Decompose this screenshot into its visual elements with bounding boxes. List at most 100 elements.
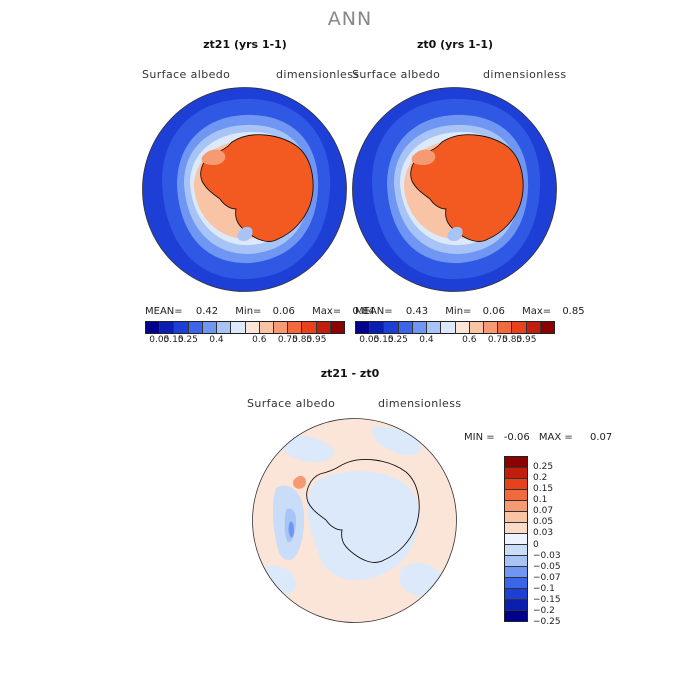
polar-map-zt0 <box>352 87 557 292</box>
panel2-stats: MEAN= 0.43 Min= 0.06 Max= 0.85 <box>355 306 585 317</box>
colorbar-tick-label: −0.15 <box>533 594 561 605</box>
colorbar-tick-label: 0.6 <box>462 335 477 345</box>
panel1-colorbar <box>145 321 345 334</box>
panel1-min-label: Min= <box>235 306 262 317</box>
panel2-mean-label: MEAN= <box>355 306 393 317</box>
colorbar-swatch <box>483 322 499 333</box>
panel2-title: zt0 (yrs 1-1) <box>416 38 494 51</box>
colorbar-tick-label: 0.85 <box>502 335 523 345</box>
colorbar-swatch <box>174 322 189 333</box>
colorbar-swatch <box>505 611 527 621</box>
panel1-variable-label: Surface albedo <box>142 68 231 81</box>
panel1-min-value: 0.06 <box>272 306 295 317</box>
colorbar-swatch <box>273 322 289 333</box>
colorbar-tick-label: −0.1 <box>533 583 555 594</box>
colorbar-tick-label: 0.05 <box>533 517 554 528</box>
colorbar-swatch <box>505 589 527 600</box>
colorbar-tick-label: −0.07 <box>533 572 561 583</box>
colorbar-tick-label: 0.07 <box>533 506 554 517</box>
panel2-units-label: dimensionless <box>483 68 567 81</box>
panel1-units-label: dimensionless <box>276 68 360 81</box>
panel1-stats: MEAN= 0.42 Min= 0.06 Max= 0.84 <box>145 306 375 317</box>
panel1-mean-label: MEAN= <box>145 306 183 317</box>
colorbar-swatch <box>356 322 371 333</box>
colorbar-tick-label: −0.2 <box>533 605 555 616</box>
colorbar-tick-label: 0.75 <box>277 335 298 345</box>
colorbar-swatch <box>505 556 527 567</box>
panel2-colorbar-ticks: 0.05 0.15 0.25 0.4 0.6 0.75 0.85 0.95 <box>355 335 553 347</box>
colorbar-tick-label: −0.25 <box>533 617 561 627</box>
colorbar-tick-label: 0.75 <box>487 335 508 345</box>
colorbar-swatch <box>505 523 527 534</box>
panel3-min-label: MIN = <box>464 432 495 443</box>
panel3-max-label: MAX = <box>538 432 573 443</box>
panel2-variable-label: Surface albedo <box>352 68 441 81</box>
colorbar-swatch <box>505 512 527 523</box>
colorbar-swatch <box>505 457 527 468</box>
panel3-variable-label: Surface albedo <box>247 397 336 410</box>
colorbar-swatch <box>245 322 260 333</box>
colorbar-tick-label: 0.05 <box>149 335 170 345</box>
colorbar-swatch <box>505 468 527 479</box>
colorbar-swatch <box>505 578 527 589</box>
colorbar-swatch <box>370 322 385 333</box>
panel1-mean-value: 0.42 <box>195 306 219 317</box>
difference-colorbar-ticks: 0.25 0.2 0.15 0.1 0.07 0.05 0.03 0 −0.03 −0.05 −0.… <box>533 456 593 627</box>
colorbar-swatch <box>217 322 232 333</box>
colorbar-tick-label: 0.03 <box>533 528 554 539</box>
panel3-stats: MIN = -0.06 MAX = 0.07 <box>464 432 612 443</box>
panel2-mean-value: 0.43 <box>405 306 429 317</box>
colorbar-swatch <box>469 322 484 333</box>
colorbar-swatch <box>188 322 203 333</box>
colorbar-swatch <box>505 545 527 556</box>
panel2-min-value: 0.06 <box>482 306 505 317</box>
panel3-min-value: -0.06 <box>503 432 530 443</box>
panel1-max-value: 0.84 <box>352 306 375 317</box>
colorbar-tick-label: −0.03 <box>533 550 561 561</box>
colorbar-swatch <box>384 322 399 333</box>
colorbar-swatch <box>302 322 317 333</box>
colorbar-swatch <box>202 322 218 333</box>
colorbar-swatch <box>160 322 175 333</box>
colorbar-tick-label: 0 <box>533 539 539 550</box>
panel2-min-label: Min= <box>445 306 472 317</box>
panel2-max-value: 0.85 <box>562 306 585 317</box>
colorbar-tick-label: 0.2 <box>533 473 548 484</box>
colorbar-swatch <box>316 322 331 333</box>
colorbar-swatch <box>505 479 527 490</box>
colorbar-tick-label: 0.05 <box>359 335 380 345</box>
colorbar-swatch <box>505 567 527 578</box>
colorbar-tick-label: 0.95 <box>306 335 327 345</box>
colorbar-swatch <box>512 322 527 333</box>
colorbar-swatch <box>398 322 413 333</box>
panel1-title: zt21 (yrs 1-1) <box>203 38 287 51</box>
colorbar-swatch <box>412 322 428 333</box>
colorbar-tick-label: 0.15 <box>373 335 394 345</box>
panel3-max-value: 0.07 <box>589 432 613 443</box>
colorbar-swatch <box>441 322 456 333</box>
colorbar-tick-label: 0.25 <box>533 462 554 473</box>
colorbar-tick-label: 0.15 <box>533 484 554 495</box>
colorbar-swatch <box>540 322 555 333</box>
colorbar-swatch <box>330 322 345 333</box>
panel2-max-label: Max= <box>522 306 552 317</box>
colorbar-swatch <box>505 600 527 611</box>
colorbar-swatch <box>526 322 541 333</box>
colorbar-swatch <box>146 322 161 333</box>
colorbar-tick-label: 0.1 <box>533 495 548 506</box>
colorbar-swatch <box>498 322 513 333</box>
colorbar-tick-label: 0.4 <box>209 335 224 345</box>
polar-map-zt21 <box>142 87 347 292</box>
colorbar-swatch <box>505 534 527 545</box>
colorbar-swatch <box>455 322 470 333</box>
colorbar-swatch <box>427 322 442 333</box>
panel1-max-label: Max= <box>312 306 342 317</box>
colorbar-tick-label: 0.95 <box>516 335 537 345</box>
page-title: ANN <box>327 8 373 30</box>
colorbar-tick-label: 0.25 <box>177 335 198 345</box>
colorbar-tick-label: 0.15 <box>163 335 184 345</box>
colorbar-swatch <box>505 490 527 501</box>
polar-map-difference <box>252 418 457 623</box>
colorbar-tick-label: 0.25 <box>387 335 408 345</box>
colorbar-tick-label: 0.4 <box>419 335 434 345</box>
